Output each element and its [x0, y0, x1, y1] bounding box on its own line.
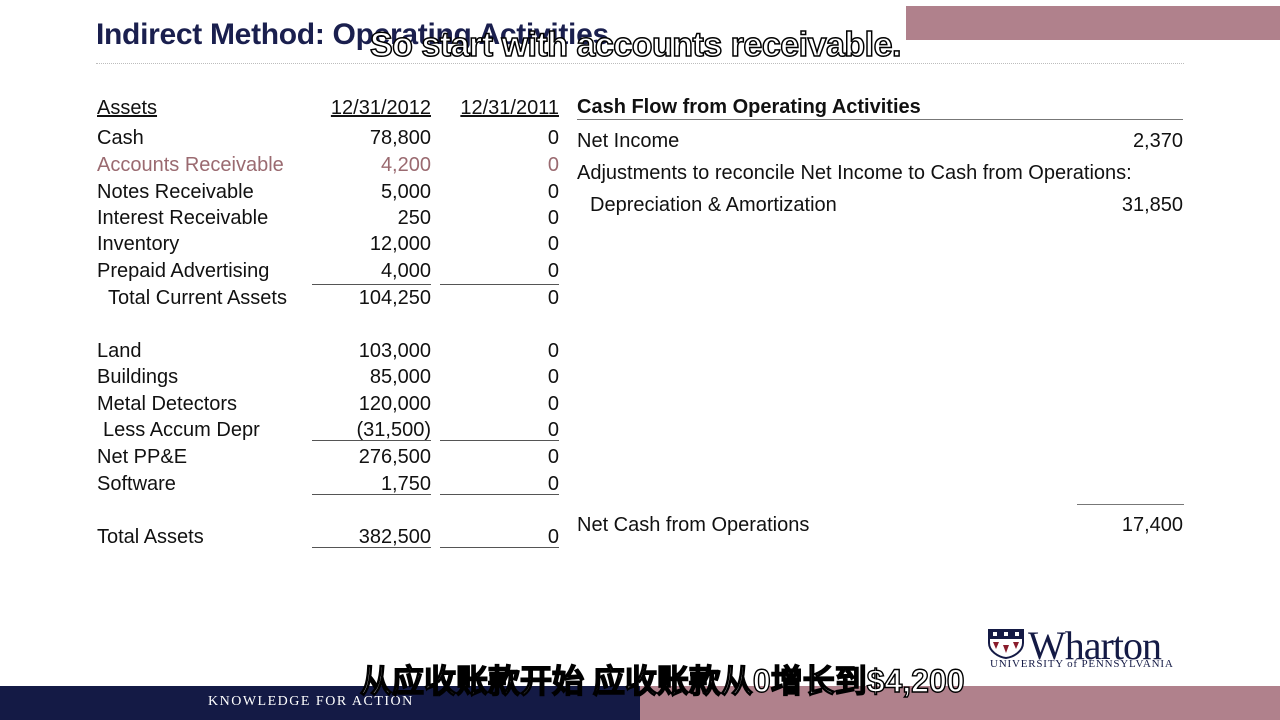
- subtotal-rule-2012: [312, 440, 431, 441]
- row-label-total-assets: Total Assets: [97, 526, 204, 548]
- wharton-logo-wordmark: Wharton: [1028, 623, 1162, 668]
- row-label-accounts-receivable: Accounts Receivable: [97, 154, 284, 176]
- row-label-buildings: Buildings: [97, 366, 179, 388]
- row-label-inventory: Inventory: [97, 233, 180, 255]
- total-rule-2011: [440, 547, 559, 548]
- row-value-2012: (31,500): [356, 419, 432, 441]
- row-value-2012: 1,750: [380, 473, 431, 495]
- column-header-2012: 12/31/2012: [330, 97, 431, 119]
- row-value-2011: 0: [547, 260, 559, 282]
- subtotal-rule-2012: [312, 284, 431, 285]
- row-value-2012: 276,500: [358, 446, 431, 468]
- subtitle-caption-chinese: 从应收账款开始 应收账款从0增长到$4,200: [359, 662, 965, 699]
- row-value-2012: 120,000: [358, 393, 431, 415]
- column-header-2011: 12/31/2011: [460, 97, 559, 119]
- row-value-2011: 0: [547, 233, 559, 255]
- row-value-2011: 0: [547, 287, 559, 309]
- row-label-less-accum-depr: Less Accum Depr: [103, 419, 260, 441]
- row-label-total-current-assets: Total Current Assets: [108, 287, 287, 309]
- footer-bar-left: [0, 686, 640, 720]
- row-value-2011: 0: [547, 154, 559, 176]
- row-label-land: Land: [97, 340, 142, 362]
- depreciation-value: 31,850: [1121, 194, 1183, 216]
- adjustments-label: Adjustments to reconcile Net Income to C…: [577, 162, 1132, 184]
- subtotal-rule-2011: [440, 494, 559, 495]
- net-cash-value: 17,400: [1121, 514, 1183, 536]
- subtitle-caption-english: So start with accounts receivable.: [369, 25, 902, 65]
- row-label-cash: Cash: [97, 127, 144, 149]
- row-value-2011: 0: [547, 127, 559, 149]
- subtotal-rule-2012: [312, 494, 431, 495]
- row-value-2011: 0: [547, 419, 559, 441]
- row-value-2012: 12,000: [369, 233, 431, 255]
- row-value-2012: 382,500: [358, 526, 431, 548]
- row-value-2011: 0: [547, 393, 559, 415]
- row-value-2011: 0: [547, 473, 559, 495]
- wharton-shield-icon: [988, 629, 1024, 659]
- row-value-2012: 78,800: [369, 127, 431, 149]
- row-value-2012: 85,000: [369, 366, 431, 388]
- footer-tagline: KNOWLEDGE FOR ACTION: [208, 694, 414, 709]
- net-income-value: 2,370: [1132, 130, 1183, 152]
- slide-title: Indirect Method: Operating Activities: [96, 18, 609, 51]
- row-value-2011: 0: [547, 181, 559, 203]
- net-cash-rule: [1077, 504, 1184, 505]
- row-value-2011: 0: [547, 446, 559, 468]
- header-accent-bar: [906, 6, 1280, 40]
- cash-flow-header-rule: [577, 119, 1183, 120]
- row-label-net-ppe: Net PP&E: [97, 446, 188, 468]
- row-value-2011: 0: [547, 340, 559, 362]
- row-value-2012: 5,000: [380, 181, 431, 203]
- assets-header: Assets: [97, 97, 158, 119]
- row-value-2012: 4,200: [380, 154, 431, 176]
- wharton-logo-subtitle: UNIVERSITY of PENNSYLVANIA: [990, 658, 1174, 670]
- row-value-2011: 0: [547, 526, 559, 548]
- total-rule-2012: [312, 547, 431, 548]
- footer-bar-right: [640, 686, 1280, 720]
- net-cash-label: Net Cash from Operations: [577, 514, 810, 536]
- subtotal-rule-2011: [440, 440, 559, 441]
- row-value-2012: 103,000: [358, 340, 431, 362]
- row-label-interest-receivable: Interest Receivable: [97, 207, 269, 229]
- row-label-metal-detectors: Metal Detectors: [97, 393, 238, 415]
- subtotal-rule-2011: [440, 284, 559, 285]
- row-value-2012: 250: [397, 207, 431, 229]
- row-label-software: Software: [97, 473, 176, 495]
- cash-flow-header: Cash Flow from Operating Activities: [577, 96, 921, 118]
- net-income-label: Net Income: [577, 130, 680, 152]
- row-label-prepaid-advertising: Prepaid Advertising: [97, 260, 270, 282]
- row-value-2011: 0: [547, 366, 559, 388]
- depreciation-label: Depreciation & Amortization: [590, 194, 837, 216]
- row-value-2012: 104,250: [358, 287, 431, 309]
- title-divider: [96, 63, 1184, 64]
- row-label-notes-receivable: Notes Receivable: [97, 181, 254, 203]
- row-value-2011: 0: [547, 207, 559, 229]
- row-value-2012: 4,000: [380, 260, 431, 282]
